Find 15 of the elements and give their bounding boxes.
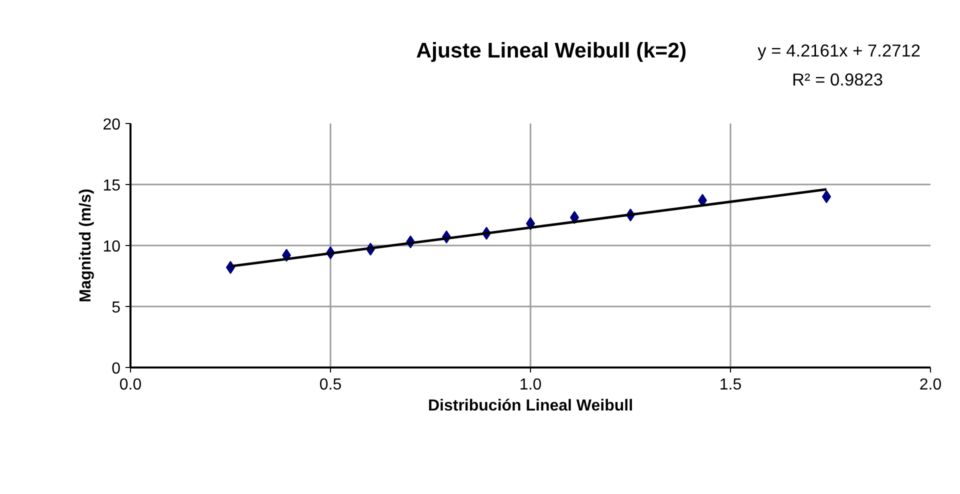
x-tick-label: 0.5 bbox=[319, 376, 342, 394]
x-tick-label: 1.5 bbox=[719, 376, 742, 394]
chart-title: Ajuste Lineal Weibull (k=2) bbox=[416, 38, 687, 62]
x-axis-title: Distribución Lineal Weibull bbox=[428, 398, 634, 414]
y-tick-label: 5 bbox=[112, 300, 121, 316]
x-tick-label: 2.0 bbox=[919, 376, 942, 394]
y-tick-label: 10 bbox=[102, 238, 121, 256]
y-tick-label: 0 bbox=[112, 360, 121, 378]
y-axis-title: Magnitud (m/s) bbox=[78, 188, 95, 302]
y-tick-label: 20 bbox=[102, 116, 121, 134]
text: R² = 0.9823 bbox=[792, 70, 884, 90]
x-tick-label: 0.0 bbox=[119, 376, 142, 394]
text: y = 4.2161x + 7.2712 bbox=[758, 40, 921, 60]
x-tick-label: 1.0 bbox=[519, 376, 542, 394]
y-tick-label: 15 bbox=[102, 178, 121, 194]
